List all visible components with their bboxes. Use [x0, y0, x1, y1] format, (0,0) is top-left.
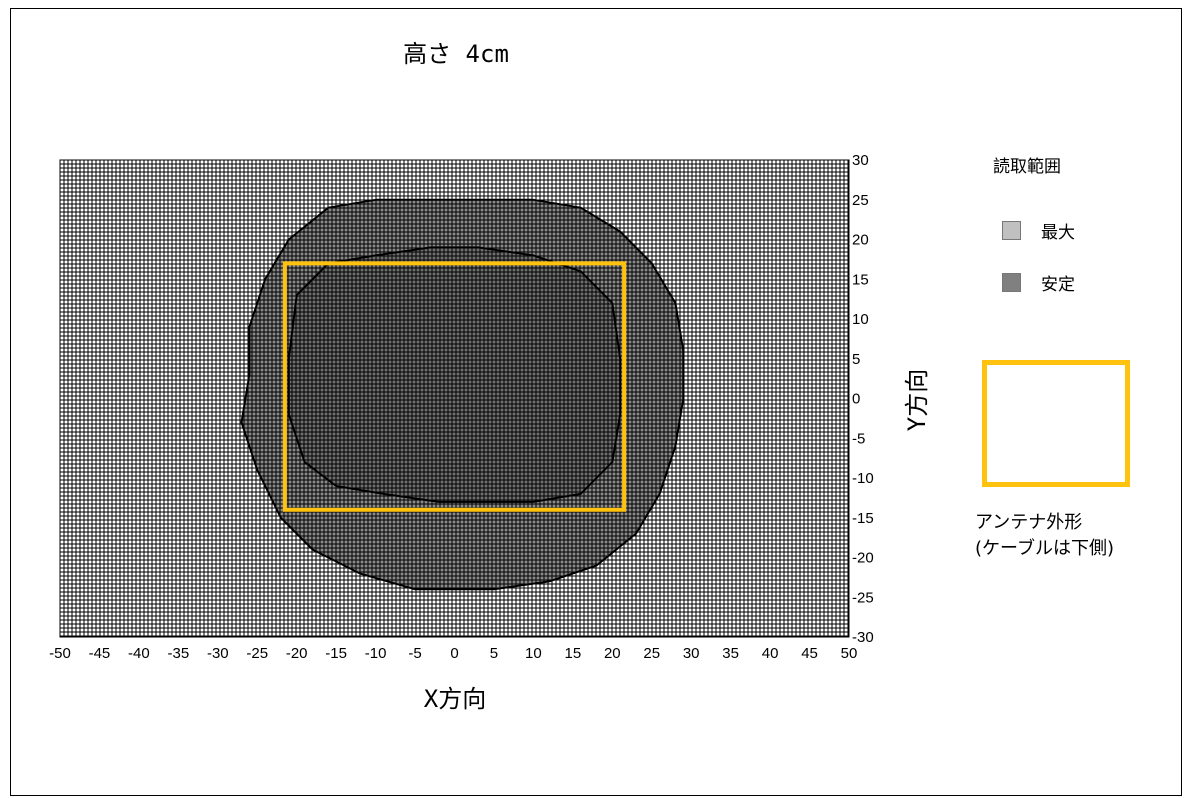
x-tick-label: -15 [325, 645, 347, 662]
y-tick-label: -20 [852, 550, 874, 567]
x-tick-label: 35 [722, 645, 739, 662]
antenna-outline [282, 261, 627, 512]
y-tick-label: 10 [852, 311, 869, 328]
x-tick-label: -5 [408, 645, 421, 662]
legend-item-stable: 安定 [1002, 270, 1075, 295]
legend-title: 読取範囲 [993, 157, 1061, 177]
y-tick-label: 20 [852, 232, 869, 249]
y-axis-title: Y方向 [903, 369, 931, 431]
x-tick-label: 10 [525, 645, 542, 662]
y-tick-label: 30 [852, 152, 869, 169]
y-tick-label: -30 [852, 629, 874, 646]
legend-item-max: 最大 [1002, 218, 1075, 243]
x-tick-label: 50 [841, 645, 858, 662]
x-tick-label: -50 [49, 645, 71, 662]
x-tick-label: 15 [565, 645, 582, 662]
y-tick-label: -15 [852, 510, 874, 527]
y-tick-label: 5 [852, 351, 860, 368]
x-tick-label: -35 [168, 645, 190, 662]
x-tick-label: -45 [89, 645, 111, 662]
x-tick-label: 0 [450, 645, 458, 662]
x-tick-label: 40 [762, 645, 779, 662]
y-tick-label: 0 [852, 391, 860, 408]
x-tick-label: 5 [490, 645, 498, 662]
x-tick-label: -40 [128, 645, 150, 662]
y-tick-label: -10 [852, 470, 874, 487]
y-tick-label: -25 [852, 589, 874, 606]
x-axis-title: X方向 [424, 685, 486, 713]
x-tick-label: 45 [801, 645, 818, 662]
x-tick-label: 30 [683, 645, 700, 662]
x-tick-label: -10 [365, 645, 387, 662]
y-tick-label: 15 [852, 271, 869, 288]
antenna-outline-swatch [982, 360, 1130, 487]
y-tick-label: -5 [852, 430, 865, 447]
plot-border [59, 159, 850, 638]
x-tick-label: -25 [246, 645, 268, 662]
legend-label-max: 最大 [1041, 223, 1075, 243]
legend-label-stable: 安定 [1041, 275, 1075, 295]
legend-swatch-max [1002, 221, 1021, 240]
x-tick-label: -20 [286, 645, 308, 662]
x-tick-label: 25 [643, 645, 660, 662]
antenna-outline-label: アンテナ外形 (ケーブルは下側) [975, 512, 1114, 559]
x-tick-label: -30 [207, 645, 229, 662]
y-tick-label: 25 [852, 192, 869, 209]
chart-title: 高さ 4cm [403, 40, 509, 68]
region-grid-overlay-stable [288, 247, 621, 502]
legend-swatch-stable [1002, 273, 1021, 292]
x-tick-label: 20 [604, 645, 621, 662]
